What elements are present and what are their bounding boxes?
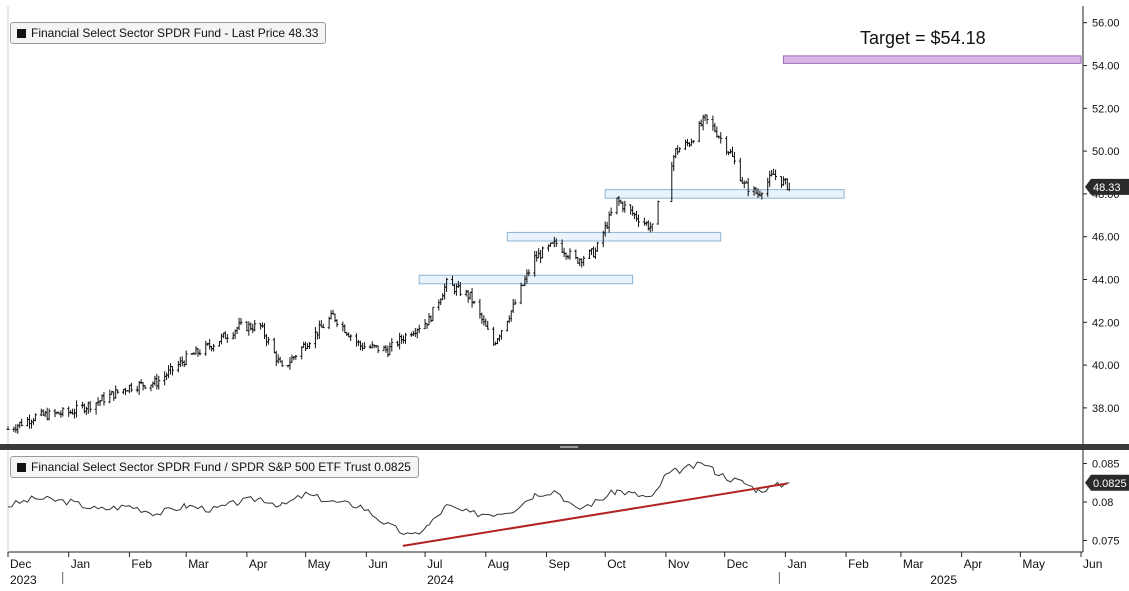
support-zone <box>506 231 722 242</box>
ratio-line <box>7 461 790 536</box>
x-tick-label: Jun <box>368 557 387 571</box>
y-tick-label: 52.00 <box>1092 103 1120 115</box>
ratio-last-label: 0.0825 <box>1093 478 1127 490</box>
y-tick-label: 40.00 <box>1092 360 1120 372</box>
y-tick-label: 42.00 <box>1092 317 1120 329</box>
x-tick-label: May <box>1022 557 1045 571</box>
ratio-legend: Financial Select Sector SPDR Fund / SPDR… <box>10 456 419 478</box>
year-label: 2024 <box>427 573 454 587</box>
x-tick-label: May <box>308 557 331 571</box>
x-tick-label: Jan <box>71 557 90 571</box>
y-tick-label: 44.00 <box>1092 275 1120 287</box>
y-tick-label: 50.00 <box>1092 146 1120 158</box>
ratio-y-tick-label: 0.08 <box>1092 497 1113 509</box>
x-tick-label: Mar <box>903 557 924 571</box>
x-tick-label: Aug <box>488 557 509 571</box>
target-zone <box>782 55 1082 64</box>
target-annotation: Target = $54.18 <box>860 28 986 48</box>
x-tick-label: Jul <box>427 557 442 571</box>
y-tick-label: 54.00 <box>1092 61 1120 73</box>
last-price-label: 48.33 <box>1093 182 1121 194</box>
ratio-y-tick-label: 0.075 <box>1092 535 1120 547</box>
ratio-legend-label: Financial Select Sector SPDR Fund / SPDR… <box>31 460 411 474</box>
x-tick-label: Nov <box>668 557 689 571</box>
last-price-badge <box>1085 178 1129 195</box>
x-tick-label: Feb <box>131 557 152 571</box>
y-tick-label: 56.00 <box>1092 18 1120 30</box>
x-tick-label: Jun <box>1083 557 1102 571</box>
year-label: 2023 <box>10 573 37 587</box>
price-legend-label: Financial Select Sector SPDR Fund - Last… <box>31 26 319 40</box>
ratio-y-tick-label: 0.085 <box>1092 459 1120 471</box>
x-tick-label: Sep <box>548 557 570 571</box>
separator-grip <box>560 446 578 448</box>
y-tick-label: 46.00 <box>1092 232 1120 244</box>
x-tick-label: Oct <box>607 557 626 571</box>
price-legend: Financial Select Sector SPDR Fund - Last… <box>10 22 327 44</box>
year-label: 2025 <box>930 573 957 587</box>
x-tick-label: Apr <box>249 557 268 571</box>
x-tick-label: Mar <box>188 557 209 571</box>
ratio-trendline <box>402 482 788 547</box>
support-zone <box>604 189 845 199</box>
x-tick-label: Dec <box>10 557 31 571</box>
x-tick-label: Apr <box>964 557 983 571</box>
legend-swatch <box>17 462 26 472</box>
legend-swatch <box>17 28 26 38</box>
ratio-last-badge <box>1085 474 1129 491</box>
x-tick-label: Dec <box>727 557 748 571</box>
x-tick-label: Feb <box>848 557 869 571</box>
y-tick-label: 38.00 <box>1092 403 1120 415</box>
x-tick-label: Jan <box>787 557 806 571</box>
